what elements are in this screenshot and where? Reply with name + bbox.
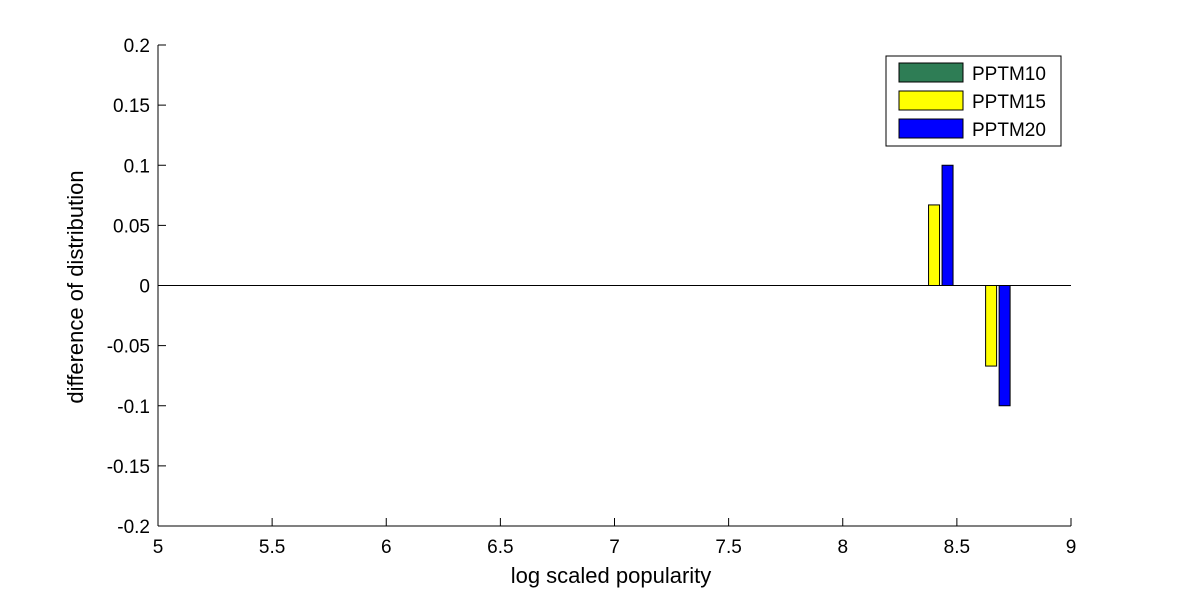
x-tick-label: 9 bbox=[1066, 537, 1077, 558]
y-tick-label: 0.15 bbox=[113, 96, 150, 117]
x-tick-label: 5 bbox=[153, 537, 164, 558]
legend-label-pptm15: PPTM15 bbox=[972, 92, 1046, 113]
x-tick-labels: 5 5.5 6 6.5 7 7.5 8 8.5 9 bbox=[153, 537, 1077, 558]
legend-label-pptm20: PPTM20 bbox=[972, 120, 1046, 141]
x-tick-label: 8 bbox=[837, 537, 848, 558]
y-tick-label: 0.2 bbox=[124, 36, 150, 57]
legend-swatch-pptm20 bbox=[898, 118, 964, 139]
x-tick-label: 5.5 bbox=[259, 537, 285, 558]
x-tick-label: 7.5 bbox=[715, 537, 741, 558]
x-tick-label: 6.5 bbox=[487, 537, 513, 558]
x-tick-label: 6 bbox=[381, 537, 392, 558]
y-tick-label: 0 bbox=[139, 277, 150, 298]
bar-pptm20-1 bbox=[998, 285, 1011, 407]
y-tick-label: -0.1 bbox=[117, 397, 150, 418]
y-tick-labels: 0.2 0.15 0.1 0.05 0 -0.05 -0.1 -0.15 -0.2 bbox=[107, 36, 150, 538]
bar-pptm20-0 bbox=[941, 164, 954, 286]
y-axis-title: difference of distribution bbox=[63, 170, 88, 403]
legend: PPTM10 PPTM15 PPTM20 bbox=[885, 55, 1062, 147]
legend-swatch-pptm15 bbox=[898, 90, 964, 111]
x-axis-title: log scaled popularity bbox=[511, 563, 712, 588]
bar-pptm15-0 bbox=[928, 204, 941, 286]
y-tick-label: -0.15 bbox=[107, 457, 150, 478]
x-tick-label: 7 bbox=[609, 537, 620, 558]
y-tick-label: -0.05 bbox=[107, 337, 150, 358]
y-tick-label: -0.2 bbox=[117, 517, 150, 538]
bar-pptm15-1 bbox=[985, 285, 998, 367]
y-tick-label: 0.05 bbox=[113, 216, 150, 237]
x-tick-label: 8.5 bbox=[944, 537, 970, 558]
axes-group bbox=[157, 44, 1072, 527]
y-tick-label: 0.1 bbox=[124, 156, 150, 177]
legend-swatch-pptm10 bbox=[898, 62, 964, 83]
legend-label-pptm10: PPTM10 bbox=[972, 64, 1046, 85]
